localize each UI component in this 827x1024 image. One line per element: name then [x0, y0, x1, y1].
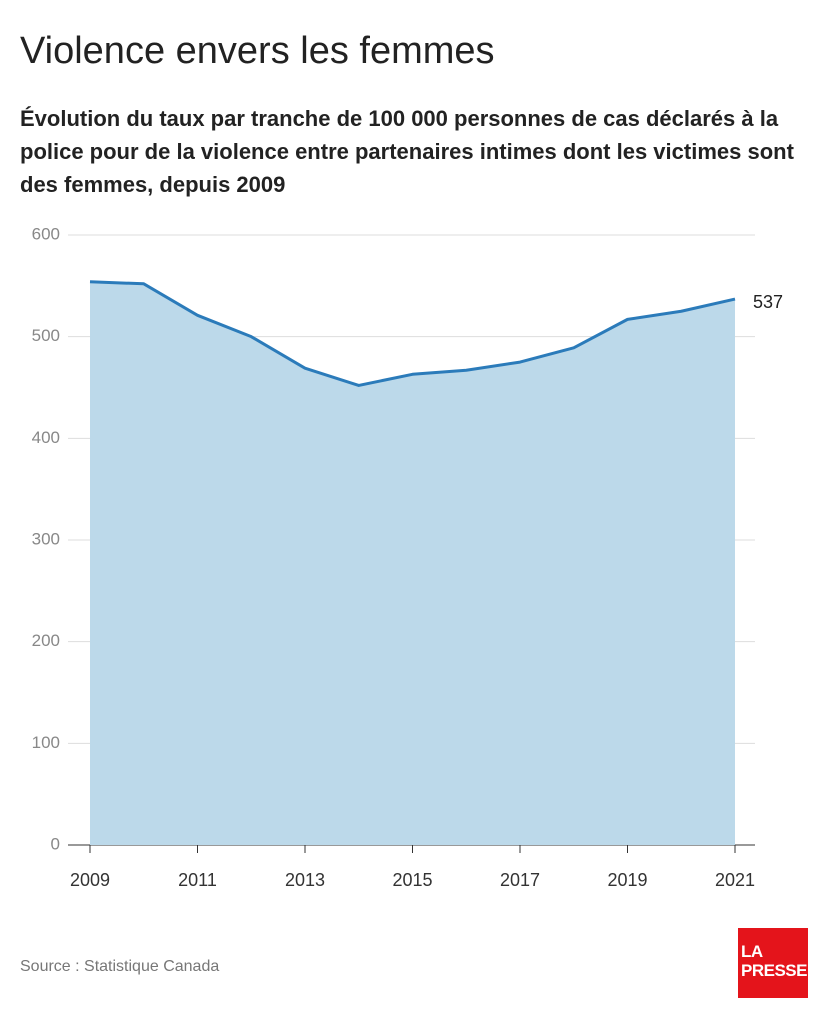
logo-line: PRESSE	[741, 961, 807, 980]
data-label: 537	[753, 292, 783, 312]
source: Source : Statistique Canada	[20, 958, 220, 975]
y-tick-label: 400	[32, 428, 60, 447]
y-tick-label: 200	[32, 631, 60, 650]
x-tick-label: 2013	[285, 870, 325, 890]
y-tick-label: 100	[32, 733, 60, 752]
x-tick-label: 2021	[715, 870, 755, 890]
logo-line: LA	[741, 942, 763, 961]
x-tick-label: 2015	[392, 870, 432, 890]
y-tick-label: 600	[32, 224, 60, 243]
x-tick-label: 2009	[70, 870, 110, 890]
x-tick-label: 2019	[607, 870, 647, 890]
logo: LA PRESSE	[738, 928, 808, 998]
y-tick-label: 0	[51, 834, 60, 853]
x-tick-label: 2011	[178, 870, 217, 890]
y-tick-label: 500	[32, 326, 60, 345]
x-tick-label: 2017	[500, 870, 540, 890]
chart-title: Violence envers les femmes	[20, 30, 495, 72]
line	[89, 280, 736, 387]
chart-subtitle: Évolution du taux par tranche de 100 000…	[20, 106, 794, 197]
y-tick-label: 300	[32, 529, 60, 548]
area	[90, 281, 735, 845]
